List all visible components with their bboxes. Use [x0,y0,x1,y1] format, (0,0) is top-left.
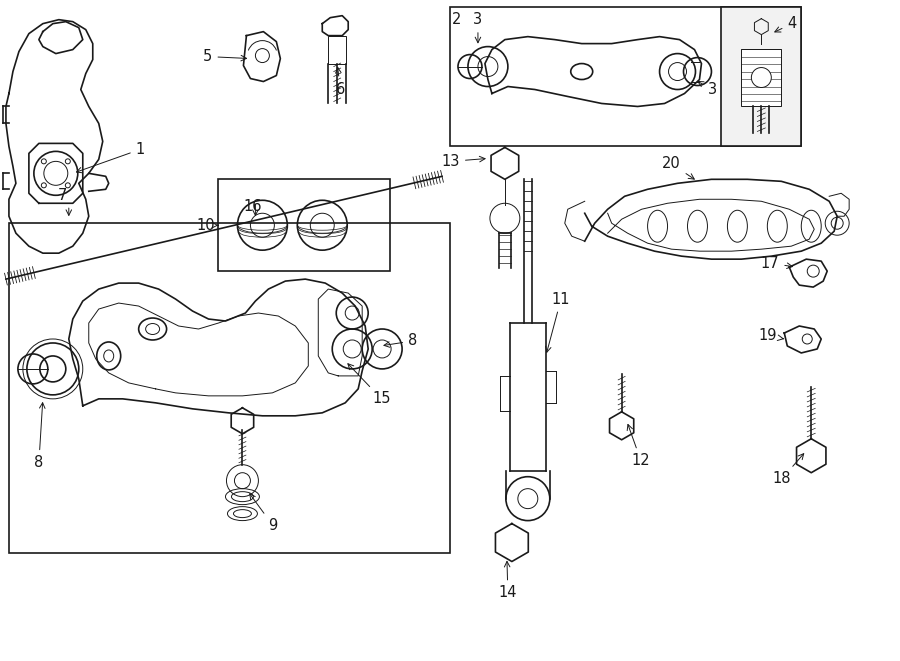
Text: 19: 19 [759,329,783,344]
Text: 18: 18 [773,453,804,486]
Text: 8: 8 [384,334,418,348]
Text: 2: 2 [452,12,462,27]
Bar [219,179,390,271]
Bar [9,223,450,553]
Text: 8: 8 [34,403,45,470]
Bar [722,7,801,146]
Text: 3: 3 [698,81,716,97]
Text: 12: 12 [627,424,650,468]
Text: 9: 9 [249,494,277,533]
Text: 3: 3 [473,12,482,43]
Text: 15: 15 [348,364,391,407]
Text: 6: 6 [336,67,345,97]
Bar [328,36,346,63]
Bar [450,7,801,146]
Text: 16: 16 [243,199,262,214]
Bar [742,49,781,106]
Text: 17: 17 [760,256,793,270]
Text: 4: 4 [775,16,796,32]
Text: 13: 13 [442,154,485,169]
Text: 14: 14 [499,561,517,600]
Text: 11: 11 [545,292,571,352]
Text: 10: 10 [197,217,219,233]
Text: 20: 20 [662,157,694,179]
Text: 5: 5 [203,49,247,64]
Text: 1: 1 [76,142,145,173]
Circle shape [752,67,771,87]
Text: 7: 7 [58,188,68,204]
